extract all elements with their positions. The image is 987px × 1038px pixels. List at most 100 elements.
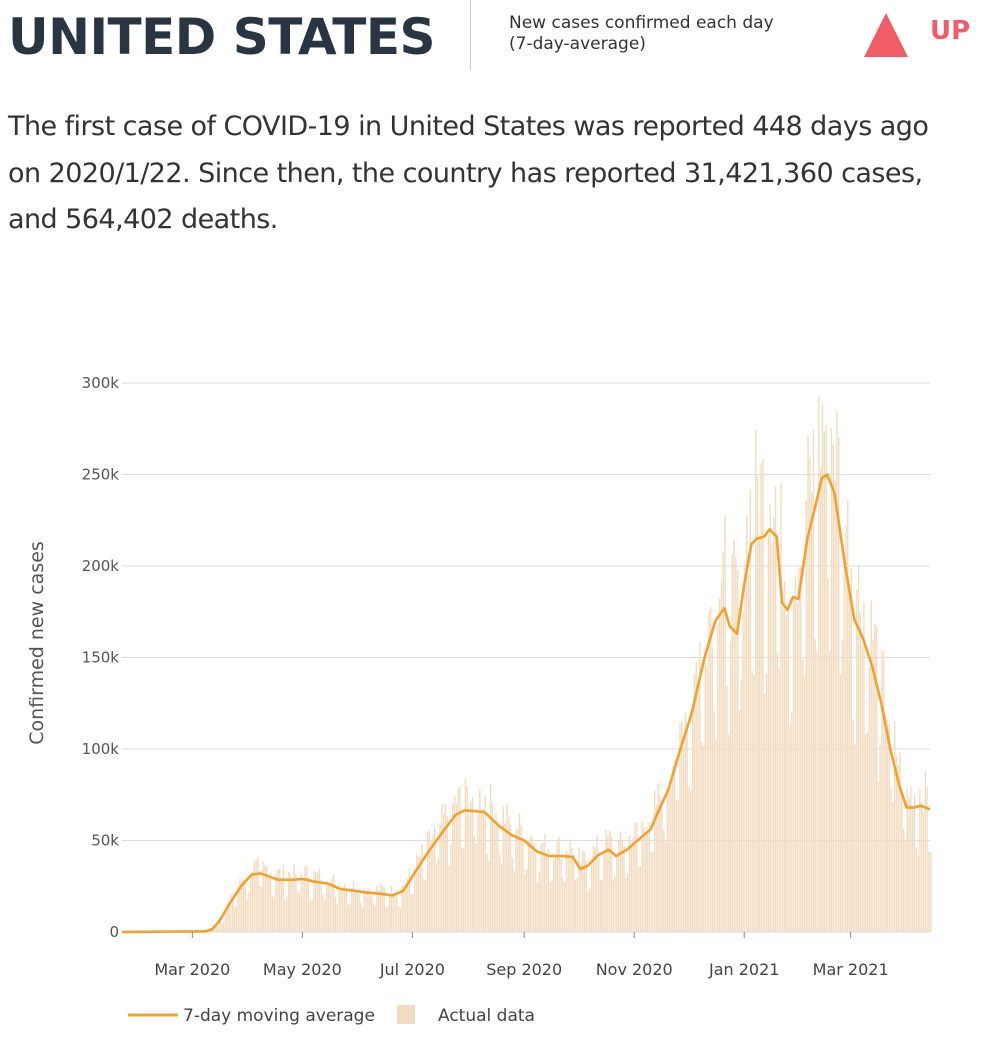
trend-caption-line-1: New cases confirmed each day xyxy=(509,13,774,33)
page-title: UNITED STATES xyxy=(8,8,436,66)
actual-data-bar xyxy=(250,876,252,932)
actual-data-bar xyxy=(699,642,701,932)
actual-data-bar xyxy=(733,540,735,932)
actual-data-bar xyxy=(616,856,618,932)
actual-data-bar xyxy=(919,789,921,932)
actual-data-bar xyxy=(304,867,306,932)
actual-data-bar xyxy=(360,902,362,932)
actual-data-bar xyxy=(522,841,524,932)
actual-data-bar xyxy=(922,812,925,932)
actual-data-bar xyxy=(859,612,862,932)
actual-data-bar xyxy=(789,726,791,932)
actual-data-bar xyxy=(621,839,623,932)
actual-data-bar xyxy=(520,825,522,932)
actual-data-bar xyxy=(731,553,734,932)
actual-data-bar xyxy=(729,641,732,932)
actual-data-bar xyxy=(354,890,357,932)
actual-data-bar xyxy=(351,888,353,932)
actual-data-bar xyxy=(672,765,674,932)
actual-data-bar xyxy=(248,891,250,932)
actual-data-bar xyxy=(235,905,238,932)
actual-data-bar xyxy=(911,809,914,932)
actual-data-bar xyxy=(634,822,636,932)
actual-data-bar xyxy=(625,877,627,932)
actual-data-bar xyxy=(787,609,789,932)
actual-data-bar xyxy=(406,878,409,932)
actual-data-bar xyxy=(210,930,212,932)
actual-data-bar xyxy=(895,755,898,932)
actual-data-bar xyxy=(608,830,611,932)
x-tick-label: Sep 2020 xyxy=(486,960,562,979)
actual-data-bar xyxy=(832,445,835,932)
actual-data-bar xyxy=(509,825,512,932)
actual-data-bar xyxy=(843,559,845,932)
actual-data-bar xyxy=(718,597,721,932)
actual-data-bar xyxy=(484,795,486,932)
actual-data-bar xyxy=(480,810,483,932)
actual-data-bar xyxy=(910,786,912,932)
actual-data-bar xyxy=(419,856,421,932)
actual-data-bar xyxy=(296,891,299,932)
legend-label-actual: Actual data xyxy=(438,1006,535,1026)
actual-data-bar xyxy=(379,883,382,932)
actual-data-bar xyxy=(890,789,892,932)
actual-data-bar xyxy=(374,905,376,932)
actual-data-bar xyxy=(266,867,268,932)
actual-data-bar xyxy=(493,824,495,932)
actual-data-bar xyxy=(282,864,284,932)
actual-data-bar xyxy=(338,882,340,932)
actual-data-bar xyxy=(538,872,541,932)
moving-average-layer xyxy=(121,473,931,934)
actual-data-bar xyxy=(857,565,860,932)
actual-data-bar xyxy=(902,829,905,932)
actual-data-bar xyxy=(255,859,257,932)
actual-data-bar xyxy=(700,742,703,932)
actual-data-bar xyxy=(459,786,461,932)
actual-data-bar xyxy=(893,720,896,932)
actual-data-bar xyxy=(394,895,396,932)
actual-data-bar xyxy=(507,816,510,932)
actual-data-bar xyxy=(551,880,553,932)
actual-data-bar xyxy=(913,794,916,932)
actual-data-bar xyxy=(473,835,476,932)
actual-data-bar xyxy=(390,885,393,932)
actual-data-bar xyxy=(740,679,743,932)
actual-data-bar xyxy=(325,885,328,932)
y-tick-label: 50k xyxy=(91,832,119,850)
actual-data-bar xyxy=(475,843,477,932)
actual-data-bar xyxy=(769,503,771,932)
actual-data-bar xyxy=(479,789,481,932)
actual-data-bar xyxy=(298,894,301,932)
actual-data-bar xyxy=(906,788,908,932)
actual-data-bar xyxy=(334,897,337,932)
actual-data-bar xyxy=(872,640,874,932)
actual-data-bar xyxy=(901,789,903,932)
actual-data-bar xyxy=(713,711,715,932)
actual-data-bar xyxy=(762,459,764,932)
actual-data-bar xyxy=(513,870,515,932)
actual-data-bar xyxy=(627,873,629,932)
actual-data-bar xyxy=(881,650,883,932)
y-axis-title: Confirmed new cases xyxy=(26,541,48,745)
actual-data-bar xyxy=(908,798,910,932)
actual-data-bar xyxy=(839,674,842,932)
actual-data-bar xyxy=(821,403,824,932)
trend-caption: New cases confirmed each day (7-day-aver… xyxy=(509,13,839,55)
actual-data-bar xyxy=(659,796,661,932)
actual-data-bar xyxy=(737,570,739,932)
actual-data-bar xyxy=(345,890,348,932)
actual-data-bar xyxy=(461,848,463,932)
actual-data-bar xyxy=(776,652,779,932)
trend-status-label: UP xyxy=(930,16,971,46)
actual-data-bar xyxy=(376,885,378,932)
actual-data-bar xyxy=(632,837,634,932)
actual-data-bar xyxy=(728,734,730,932)
actual-data-bar xyxy=(639,866,642,932)
actual-data-bar xyxy=(213,926,216,932)
actual-data-bar xyxy=(262,861,265,932)
actual-data-bar xyxy=(648,822,651,932)
actual-data-bar xyxy=(661,807,663,932)
actual-data-bar xyxy=(342,887,344,932)
legend-label-average: 7-day moving average xyxy=(183,1006,375,1026)
actual-data-bar xyxy=(540,844,542,932)
